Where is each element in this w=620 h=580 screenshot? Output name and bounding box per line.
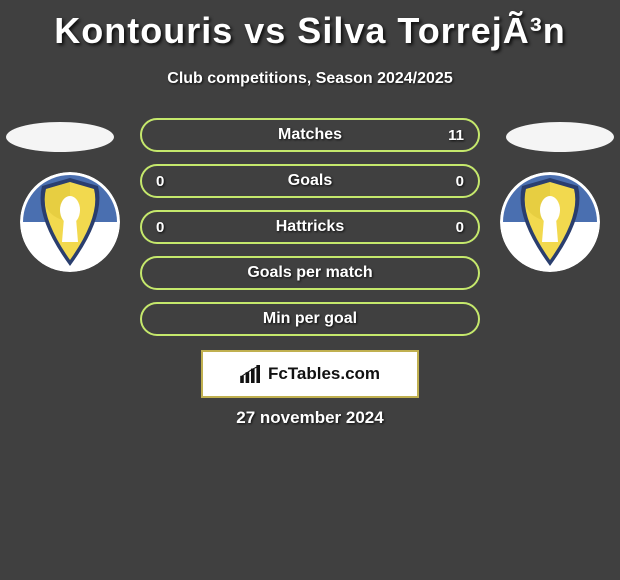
stat-right-value: 0	[456, 219, 464, 236]
subtitle: Club competitions, Season 2024/2025	[0, 70, 620, 88]
stat-row: 0 Hattricks 0	[140, 210, 480, 244]
stat-right-value: 0	[456, 173, 464, 190]
bar-chart-icon	[240, 365, 262, 383]
shield-icon	[500, 172, 600, 272]
stat-label: Goals per match	[247, 264, 372, 282]
team-logo-right	[500, 172, 600, 272]
stat-row: Goals per match	[140, 256, 480, 290]
page-title: Kontouris vs Silva TorrejÃ³n	[0, 0, 620, 52]
stat-label: Matches	[278, 126, 342, 144]
team-logo-left	[20, 172, 120, 272]
player-left-shadow	[6, 122, 114, 152]
stat-left-value: 0	[156, 219, 164, 236]
stat-label: Goals	[288, 172, 332, 190]
stat-row: Min per goal	[140, 302, 480, 336]
stat-row: 0 Goals 0	[140, 164, 480, 198]
brand-name: FcTables.com	[268, 364, 380, 384]
stat-right-value: 11	[448, 127, 464, 144]
date-text: 27 november 2024	[0, 408, 620, 428]
stat-label: Hattricks	[276, 218, 344, 236]
stat-row: Matches 11	[140, 118, 480, 152]
player-right-shadow	[506, 122, 614, 152]
stat-label: Min per goal	[263, 310, 357, 328]
brand-badge[interactable]: FcTables.com	[201, 350, 419, 398]
comparison-card: Kontouris vs Silva TorrejÃ³n Club compet…	[0, 0, 620, 580]
stats-list: Matches 11 0 Goals 0 0 Hattricks 0 Goals…	[140, 118, 480, 336]
stat-left-value: 0	[156, 173, 164, 190]
shield-icon	[20, 172, 120, 272]
